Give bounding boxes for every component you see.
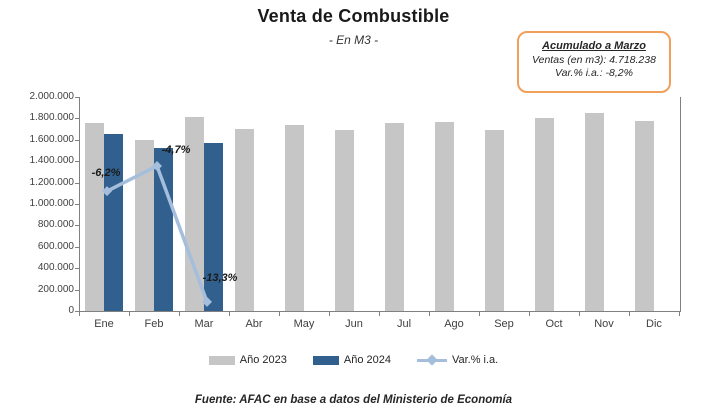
x-axis-label-ago: Ago bbox=[444, 318, 464, 330]
line-point-label: -4,7% bbox=[161, 144, 191, 156]
y-axis-label: 1.200.000 bbox=[29, 176, 75, 188]
y-axis-tick bbox=[75, 182, 79, 184]
x-axis-tick bbox=[279, 312, 280, 316]
chart-subtitle: - En M3 - bbox=[328, 33, 379, 47]
x-axis-tick bbox=[679, 312, 680, 316]
bar-año-2023-nov bbox=[585, 113, 604, 311]
x-axis-tick bbox=[579, 312, 580, 316]
x-axis-tick bbox=[479, 312, 480, 316]
line-point-label: -13,3% bbox=[202, 271, 238, 284]
chart-title: Venta de Combustible bbox=[257, 6, 450, 26]
x-axis-label-nov: Nov bbox=[594, 318, 614, 330]
y-axis-label: 1.400.000 bbox=[29, 155, 75, 167]
bar-año-2023-may bbox=[285, 125, 304, 311]
bar-año-2023-oct bbox=[535, 118, 554, 311]
bar-año-2023-sep bbox=[485, 129, 504, 311]
legend: Año 2023 Año 2024 Var.% i.a. bbox=[0, 354, 707, 366]
x-axis-tick bbox=[429, 312, 430, 316]
x-axis-tick bbox=[529, 312, 530, 316]
bar-año-2024-ene bbox=[104, 134, 123, 311]
x-axis-label-jul: Jul bbox=[396, 318, 412, 330]
y-axis-tick bbox=[75, 118, 79, 120]
y-axis-tick bbox=[75, 311, 79, 312]
x-axis-tick bbox=[379, 312, 380, 316]
y-axis-label: 800.000 bbox=[37, 219, 74, 231]
legend-item-2024: Año 2024 bbox=[312, 354, 391, 366]
line-point-label: -6,2% bbox=[91, 167, 121, 180]
y-axis-tick bbox=[75, 161, 79, 163]
x-axis-label-abr: Abr bbox=[245, 318, 263, 330]
bar-año-2023-ago bbox=[435, 121, 454, 311]
y-axis-tick bbox=[75, 246, 79, 248]
bar-año-2023-abr bbox=[235, 129, 254, 311]
x-axis-label-may: May bbox=[293, 318, 315, 330]
y-axis-tick bbox=[75, 139, 79, 141]
y-axis-label: 0 bbox=[68, 305, 74, 316]
bar-año-2023-jul bbox=[385, 123, 404, 311]
bar-año-2024-mar bbox=[204, 143, 223, 311]
legend-swatch-2023 bbox=[208, 355, 235, 365]
x-axis-label-mar: Mar bbox=[194, 318, 214, 330]
legend-label-2024: Año 2024 bbox=[343, 354, 391, 366]
y-axis-tick bbox=[75, 97, 79, 98]
y-axis-label: 400.000 bbox=[37, 262, 74, 274]
x-axis-label-ene: Ene bbox=[94, 318, 114, 330]
annotation-heading: Acumulado a Marzo bbox=[542, 40, 646, 52]
x-axis-label-dic: Dic bbox=[646, 318, 662, 330]
annotation-ventas: Ventas (en m3): 4.718.238 bbox=[532, 54, 656, 66]
y-axis-label: 1.600.000 bbox=[29, 133, 75, 145]
legend-item-var: Var.% i.a. bbox=[416, 354, 499, 366]
y-axis-label: 1.000.000 bbox=[29, 198, 75, 209]
legend-label-2023: Año 2023 bbox=[239, 354, 287, 366]
plot-area bbox=[79, 97, 681, 312]
summary-annotation-box: Acumulado a Marzo Ventas (en m3): 4.718.… bbox=[517, 31, 671, 93]
y-axis-tick bbox=[75, 225, 79, 227]
x-axis-label-sep: Sep bbox=[494, 318, 514, 330]
legend-item-2023: Año 2023 bbox=[208, 354, 287, 366]
y-axis-tick bbox=[75, 268, 79, 270]
legend-label-var: Var.% i.a. bbox=[451, 354, 499, 366]
legend-line-diamond-icon bbox=[416, 354, 447, 366]
y-axis-label: 600.000 bbox=[37, 240, 74, 252]
y-axis-tick bbox=[75, 289, 79, 291]
y-axis-label: 200.000 bbox=[37, 283, 74, 295]
source-footer: Fuente: AFAC en base a datos del Ministe… bbox=[194, 394, 513, 406]
x-axis-label-oct: Oct bbox=[545, 318, 563, 330]
annotation-var: Var.% i.a.: -8,2% bbox=[554, 67, 633, 79]
y-axis-label: 1.800.000 bbox=[29, 112, 75, 124]
bar-año-2023-feb bbox=[135, 139, 154, 311]
legend-swatch-2024 bbox=[312, 355, 339, 365]
bar-año-2023-dic bbox=[635, 121, 654, 311]
y-axis-tick bbox=[75, 204, 79, 205]
x-axis-tick bbox=[629, 312, 630, 316]
bar-año-2023-jun bbox=[335, 130, 354, 311]
x-axis-tick bbox=[79, 312, 80, 316]
x-axis-label-jun: Jun bbox=[345, 318, 363, 330]
x-axis-tick bbox=[329, 312, 330, 316]
x-axis-tick bbox=[129, 312, 130, 316]
x-axis-tick bbox=[179, 312, 180, 316]
y-axis-label: 2.000.000 bbox=[29, 91, 75, 102]
bar-año-2024-feb bbox=[154, 147, 173, 311]
x-axis-label-feb: Feb bbox=[144, 318, 164, 330]
x-axis-tick bbox=[229, 312, 230, 316]
bar-año-2023-ene bbox=[85, 122, 104, 311]
